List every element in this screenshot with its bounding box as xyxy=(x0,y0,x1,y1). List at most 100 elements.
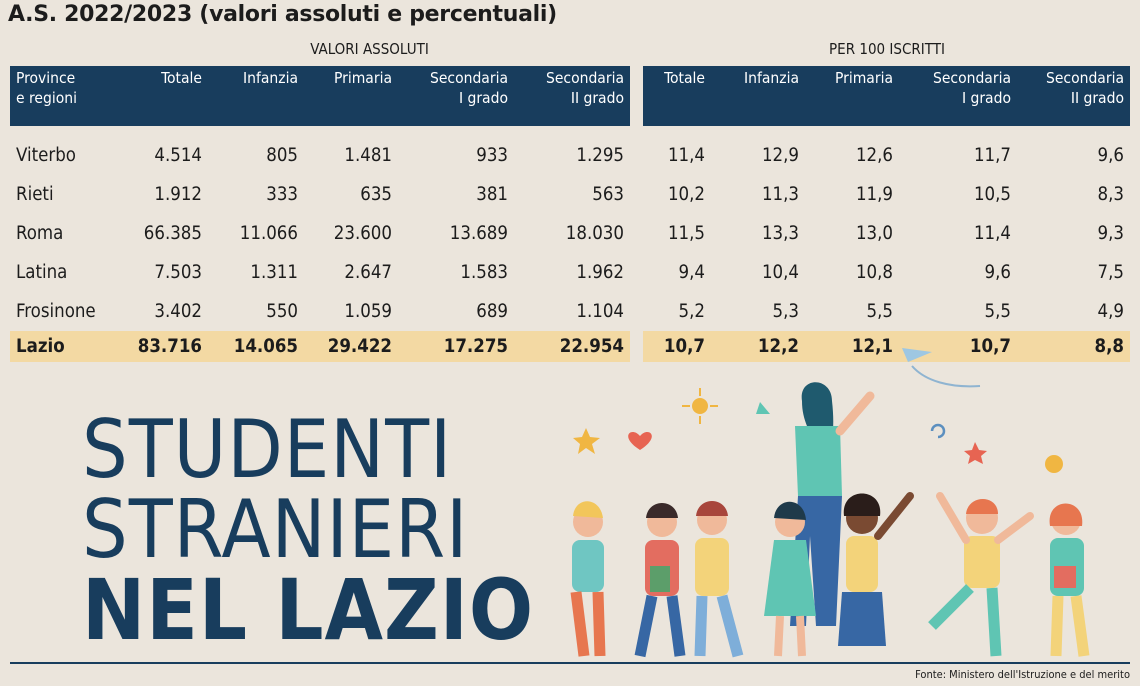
group-label-per100: PER 100 ISCRITTI xyxy=(829,40,945,58)
table-row: 11,5 13,3 13,0 11,4 9,3 xyxy=(643,214,1130,253)
heart-icon xyxy=(628,431,652,450)
star-icon xyxy=(573,428,600,454)
table-cell: 689 xyxy=(476,301,508,322)
table-cell: 3.402 xyxy=(154,301,202,322)
table-row: 10,2 11,3 11,9 10,5 8,3 xyxy=(643,175,1130,214)
table-row: Frosinone 3.402 550 1.059 689 1.104 xyxy=(10,292,630,331)
table-cell: 1.104 xyxy=(576,301,624,322)
table-cell: 12,6 xyxy=(855,145,893,166)
table-row: 5,2 5,3 5,5 5,5 4,9 xyxy=(643,292,1130,331)
table-cell: 4,9 xyxy=(1097,301,1124,322)
table-row: 11,4 12,9 12,6 11,7 9,6 xyxy=(643,136,1130,175)
abs-header-1: Totale xyxy=(128,66,208,126)
abs-header-3: Primaria xyxy=(304,66,398,126)
table-cell: 1.295 xyxy=(576,145,624,166)
table-total-row: Lazio 83.716 14.065 29.422 17.275 22.954 xyxy=(10,331,630,362)
pct-header-0: Totale xyxy=(643,66,711,126)
spiral-icon xyxy=(930,423,946,439)
table-cell: 29.422 xyxy=(304,331,398,362)
abs-header-2: Infanzia xyxy=(208,66,304,126)
table-cell: 83.716 xyxy=(128,331,208,362)
child-7 xyxy=(1049,503,1090,657)
table-cell: 5,2 xyxy=(678,301,705,322)
table-cell: 12,2 xyxy=(711,331,805,362)
table-cell: 11,7 xyxy=(973,145,1011,166)
table-cell: 8,3 xyxy=(1097,184,1124,205)
child-5 xyxy=(838,492,914,646)
paper-plane-icon xyxy=(902,348,981,388)
table-cell: 10,8 xyxy=(855,262,893,283)
table-cell: 1.311 xyxy=(250,262,298,283)
table-cell: 805 xyxy=(266,145,298,166)
table-cell: 1.962 xyxy=(576,262,624,283)
table-cell: 333 xyxy=(266,184,298,205)
table-cell: 9,6 xyxy=(1097,145,1124,166)
children-illustration xyxy=(570,348,1090,658)
table-cell: 9,3 xyxy=(1097,223,1124,244)
abs-header-4: Secondaria I grado xyxy=(398,66,514,126)
child-4 xyxy=(764,501,816,657)
table-total-row: 10,7 12,2 12,1 10,7 8,8 xyxy=(643,331,1130,362)
table-cell: 22.954 xyxy=(514,331,630,362)
abs-header-0: Province e regioni xyxy=(10,66,128,126)
table-cell: 10,7 xyxy=(643,331,711,362)
table-absolute-values: Province e regioni Totale Infanzia Primaria S… xyxy=(10,66,630,362)
table-cell: 7,5 xyxy=(1097,262,1124,283)
table-cell: 12,1 xyxy=(805,331,899,362)
table-cell: 13.689 xyxy=(449,223,508,244)
table-cell: 11,4 xyxy=(667,145,705,166)
table-cell: 933 xyxy=(476,145,508,166)
pct-header-4: Secondaria II grado xyxy=(1017,66,1130,126)
table-row: Viterbo 4.514 805 1.481 933 1.295 xyxy=(10,136,630,175)
group-label-absolute: VALORI ASSOLUTI xyxy=(310,40,429,58)
child-1 xyxy=(570,501,606,657)
table-cell: 563 xyxy=(592,184,624,205)
table-cell: 8,8 xyxy=(1017,331,1130,362)
sun-icon xyxy=(682,388,718,424)
table-cell: 5,5 xyxy=(866,301,893,322)
table-cell: 18.030 xyxy=(565,223,624,244)
pct-header-1: Infanzia xyxy=(711,66,805,126)
table-cell: 11,3 xyxy=(761,184,799,205)
smile-icon xyxy=(1045,455,1063,473)
row-label: Frosinone xyxy=(16,301,96,322)
table-cell: 12,9 xyxy=(761,145,799,166)
table-cell: 5,5 xyxy=(984,301,1011,322)
row-label: Lazio xyxy=(10,331,128,362)
table-cell: 4.514 xyxy=(154,145,202,166)
headline-line3: NEL LAZIO xyxy=(82,561,535,659)
table-row: Latina 7.503 1.311 2.647 1.583 1.962 xyxy=(10,253,630,292)
table-cell: 11,4 xyxy=(973,223,1011,244)
child-2 xyxy=(634,503,686,658)
table-cell: 14.065 xyxy=(208,331,304,362)
table-cell: 9,6 xyxy=(984,262,1011,283)
table-cell: 635 xyxy=(360,184,392,205)
table-cell: 381 xyxy=(476,184,508,205)
bottom-rule xyxy=(10,662,1130,664)
table-cell: 23.600 xyxy=(333,223,392,244)
row-label: Latina xyxy=(16,262,68,283)
triangle-icon xyxy=(756,402,770,414)
chart-title: A.S. 2022/2023 (valori assoluti e percen… xyxy=(8,2,557,27)
table-cell: 2.647 xyxy=(344,262,392,283)
table-cell: 10,2 xyxy=(667,184,705,205)
table-cell: 10,5 xyxy=(973,184,1011,205)
row-label: Roma xyxy=(16,223,64,244)
pct-header-3: Secondaria I grado xyxy=(899,66,1017,126)
table-cell: 1.583 xyxy=(460,262,508,283)
table-row: 9,4 10,4 10,8 9,6 7,5 xyxy=(643,253,1130,292)
star-icon xyxy=(964,442,987,464)
table-cell: 13,3 xyxy=(761,223,799,244)
table-cell: 1.059 xyxy=(344,301,392,322)
headline-line1: STUDENTI xyxy=(82,403,453,496)
source-note: Fonte: Ministero dell'Istruzione e del m… xyxy=(915,668,1130,681)
table-cell: 550 xyxy=(266,301,298,322)
table-cell: 17.275 xyxy=(398,331,514,362)
child-6 xyxy=(928,492,1034,657)
table-row: Roma 66.385 11.066 23.600 13.689 18.030 xyxy=(10,214,630,253)
table-cell: 7.503 xyxy=(154,262,202,283)
table-row: Rieti 1.912 333 635 381 563 xyxy=(10,175,630,214)
table-cell: 11,5 xyxy=(667,223,705,244)
table-per100: Totale Infanzia Primaria Secondaria I grado S… xyxy=(643,66,1130,362)
headline-line2: STRANIERI xyxy=(82,483,469,576)
